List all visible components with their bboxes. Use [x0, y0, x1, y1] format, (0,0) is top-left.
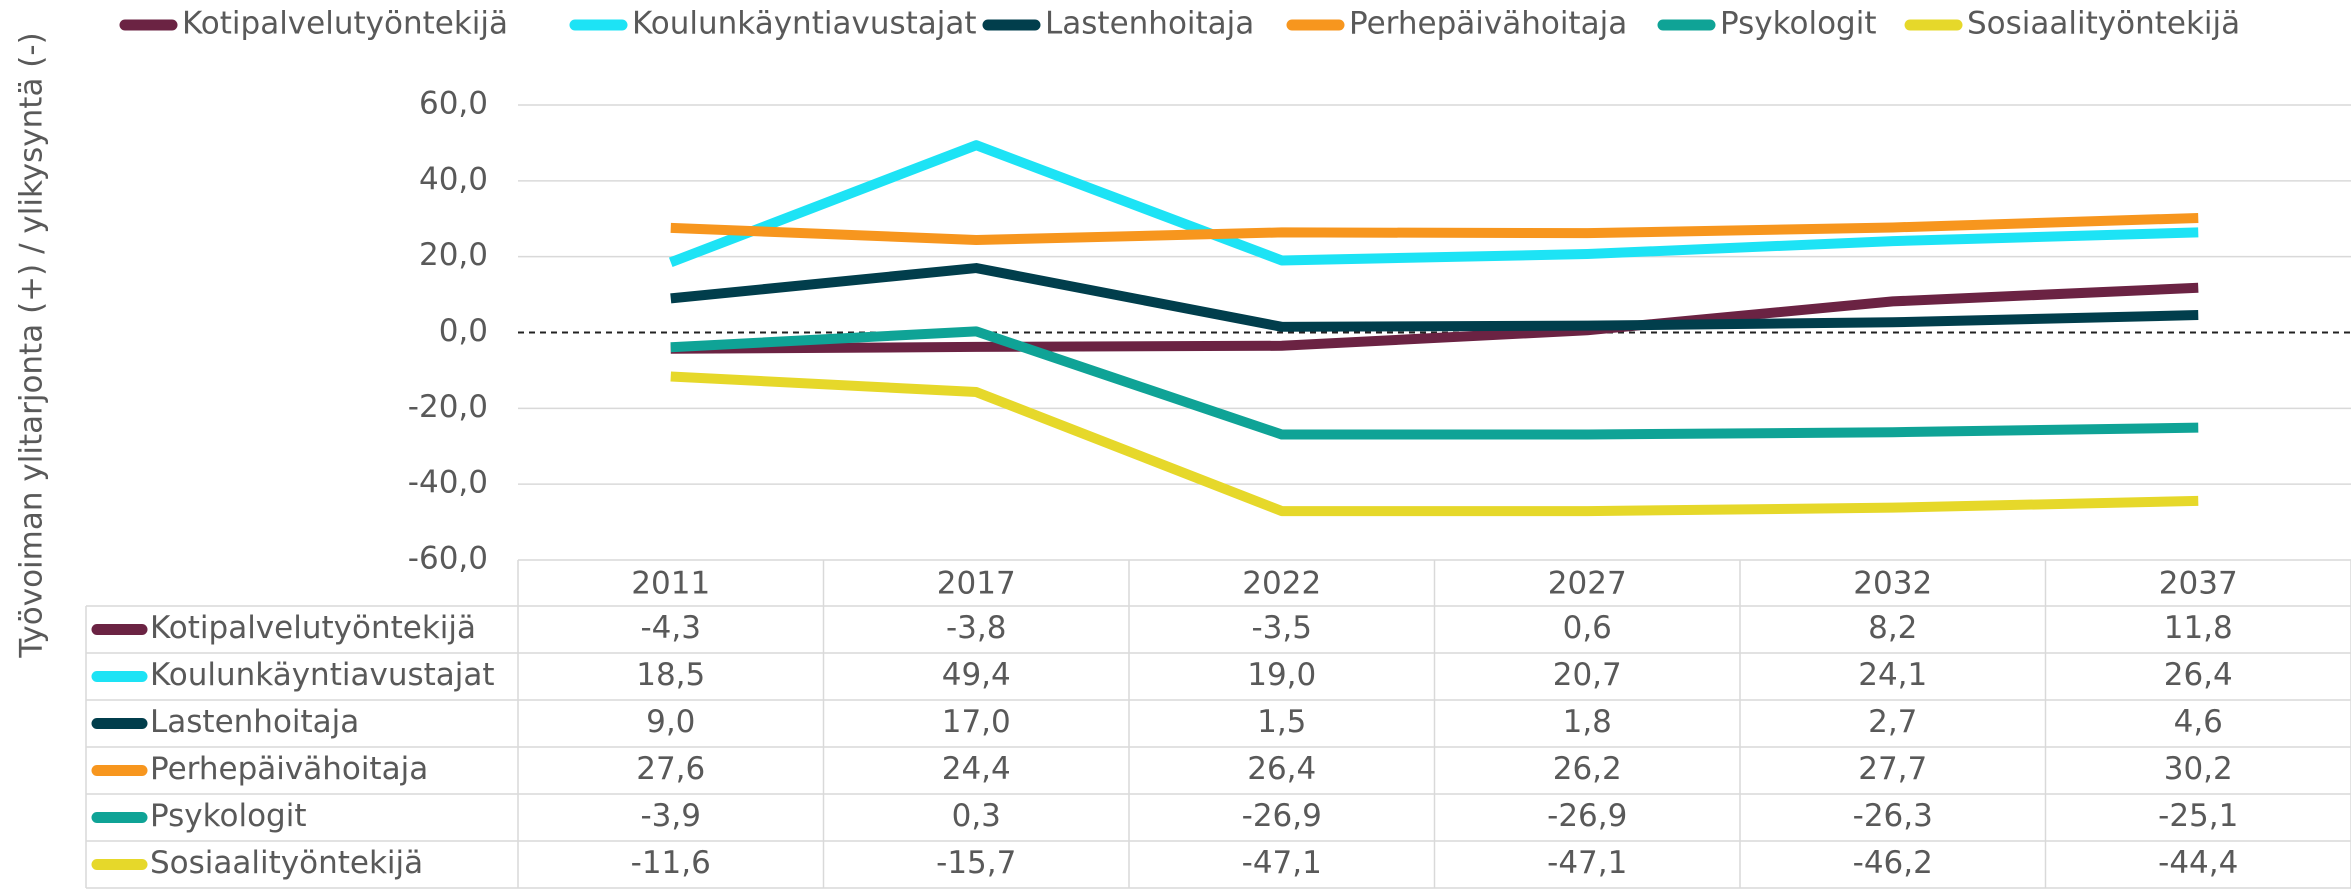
table-cell: 4,6 — [2174, 704, 2223, 740]
series-line — [670, 263, 2199, 332]
table-cell: 26,4 — [1247, 751, 1316, 787]
y-tick-label: -40,0 — [408, 465, 488, 501]
legend-label: Sosiaalityöntekijä — [1967, 6, 2240, 42]
table-row-label: Kotipalvelutyöntekijä — [150, 610, 476, 646]
legend-label: Perhepäivähoitaja — [1349, 6, 1627, 42]
y-tick-label: 40,0 — [419, 161, 488, 197]
table-cell: -44,4 — [2158, 845, 2238, 881]
series-line — [670, 212, 2199, 245]
table-cell: -46,2 — [1853, 845, 1933, 881]
table-row-label: Psykologit — [150, 798, 306, 834]
table-cell: 17,0 — [942, 704, 1011, 740]
table-cell: -25,1 — [2158, 798, 2238, 834]
series-line — [670, 282, 2199, 354]
table-cell: 0,6 — [1563, 610, 1612, 646]
table-cell: -26,9 — [1242, 798, 1322, 834]
table-cell: -26,9 — [1547, 798, 1627, 834]
table-row-label: Perhepäivähoitaja — [150, 751, 428, 787]
y-axis-label: Työvoiman ylitarjonta (+) / ylikysyntä (… — [14, 32, 50, 658]
table-cell: 27,7 — [1858, 751, 1927, 787]
series-line — [668, 140, 2199, 268]
series-line — [670, 326, 2199, 440]
table-cell: -3,9 — [641, 798, 702, 834]
table-cell: 0,3 — [952, 798, 1001, 834]
series-line — [670, 371, 2199, 517]
table-cell: 27,6 — [636, 751, 705, 787]
x-tick-label: 2017 — [937, 566, 1016, 602]
legend-label: Koulunkäyntiavustajat — [632, 6, 977, 42]
y-tick-label: 60,0 — [419, 86, 488, 122]
x-tick-label: 2032 — [1853, 566, 1932, 602]
table-cell: -15,7 — [936, 845, 1016, 881]
table-cell: 2,7 — [1868, 704, 1917, 740]
legend-label: Psykologit — [1720, 6, 1876, 42]
x-tick-label: 2027 — [1548, 566, 1627, 602]
y-tick-label: 0,0 — [439, 313, 488, 349]
table-cell: -3,8 — [946, 610, 1007, 646]
table-cell: 1,5 — [1257, 704, 1306, 740]
table-cell: 20,7 — [1553, 657, 1622, 693]
table-cell: -4,3 — [641, 610, 702, 646]
table-cell: 24,1 — [1858, 657, 1927, 693]
table-row-label: Koulunkäyntiavustajat — [150, 657, 495, 693]
table-row-label: Lastenhoitaja — [150, 704, 359, 740]
table-cell: 49,4 — [942, 657, 1011, 693]
table-row-label: Sosiaalityöntekijä — [150, 845, 423, 881]
table-cell: 18,5 — [636, 657, 705, 693]
table-cell: 26,4 — [2164, 657, 2233, 693]
y-tick-label: -20,0 — [408, 389, 488, 425]
table-cell: 9,0 — [646, 704, 695, 740]
table-cell: 1,8 — [1563, 704, 1612, 740]
table-cell: 30,2 — [2164, 751, 2233, 787]
table-cell: -47,1 — [1547, 845, 1627, 881]
table-cell: -3,5 — [1252, 610, 1313, 646]
table-cell: 8,2 — [1868, 610, 1917, 646]
table-cell: -26,3 — [1853, 798, 1933, 834]
table-cell: 19,0 — [1247, 657, 1316, 693]
x-tick-label: 2011 — [631, 566, 710, 602]
legend-label: Lastenhoitaja — [1045, 6, 1254, 42]
table-cell: -47,1 — [1242, 845, 1322, 881]
y-tick-label: -60,0 — [408, 541, 488, 577]
table-cell: 11,8 — [2164, 610, 2233, 646]
y-tick-label: 20,0 — [419, 237, 488, 273]
x-tick-label: 2022 — [1242, 566, 1321, 602]
table-cell: -11,6 — [631, 845, 711, 881]
table-cell: 26,2 — [1553, 751, 1622, 787]
x-tick-label: 2037 — [2159, 566, 2238, 602]
legend-label: Kotipalvelutyöntekijä — [182, 6, 508, 42]
table-cell: 24,4 — [942, 751, 1011, 787]
